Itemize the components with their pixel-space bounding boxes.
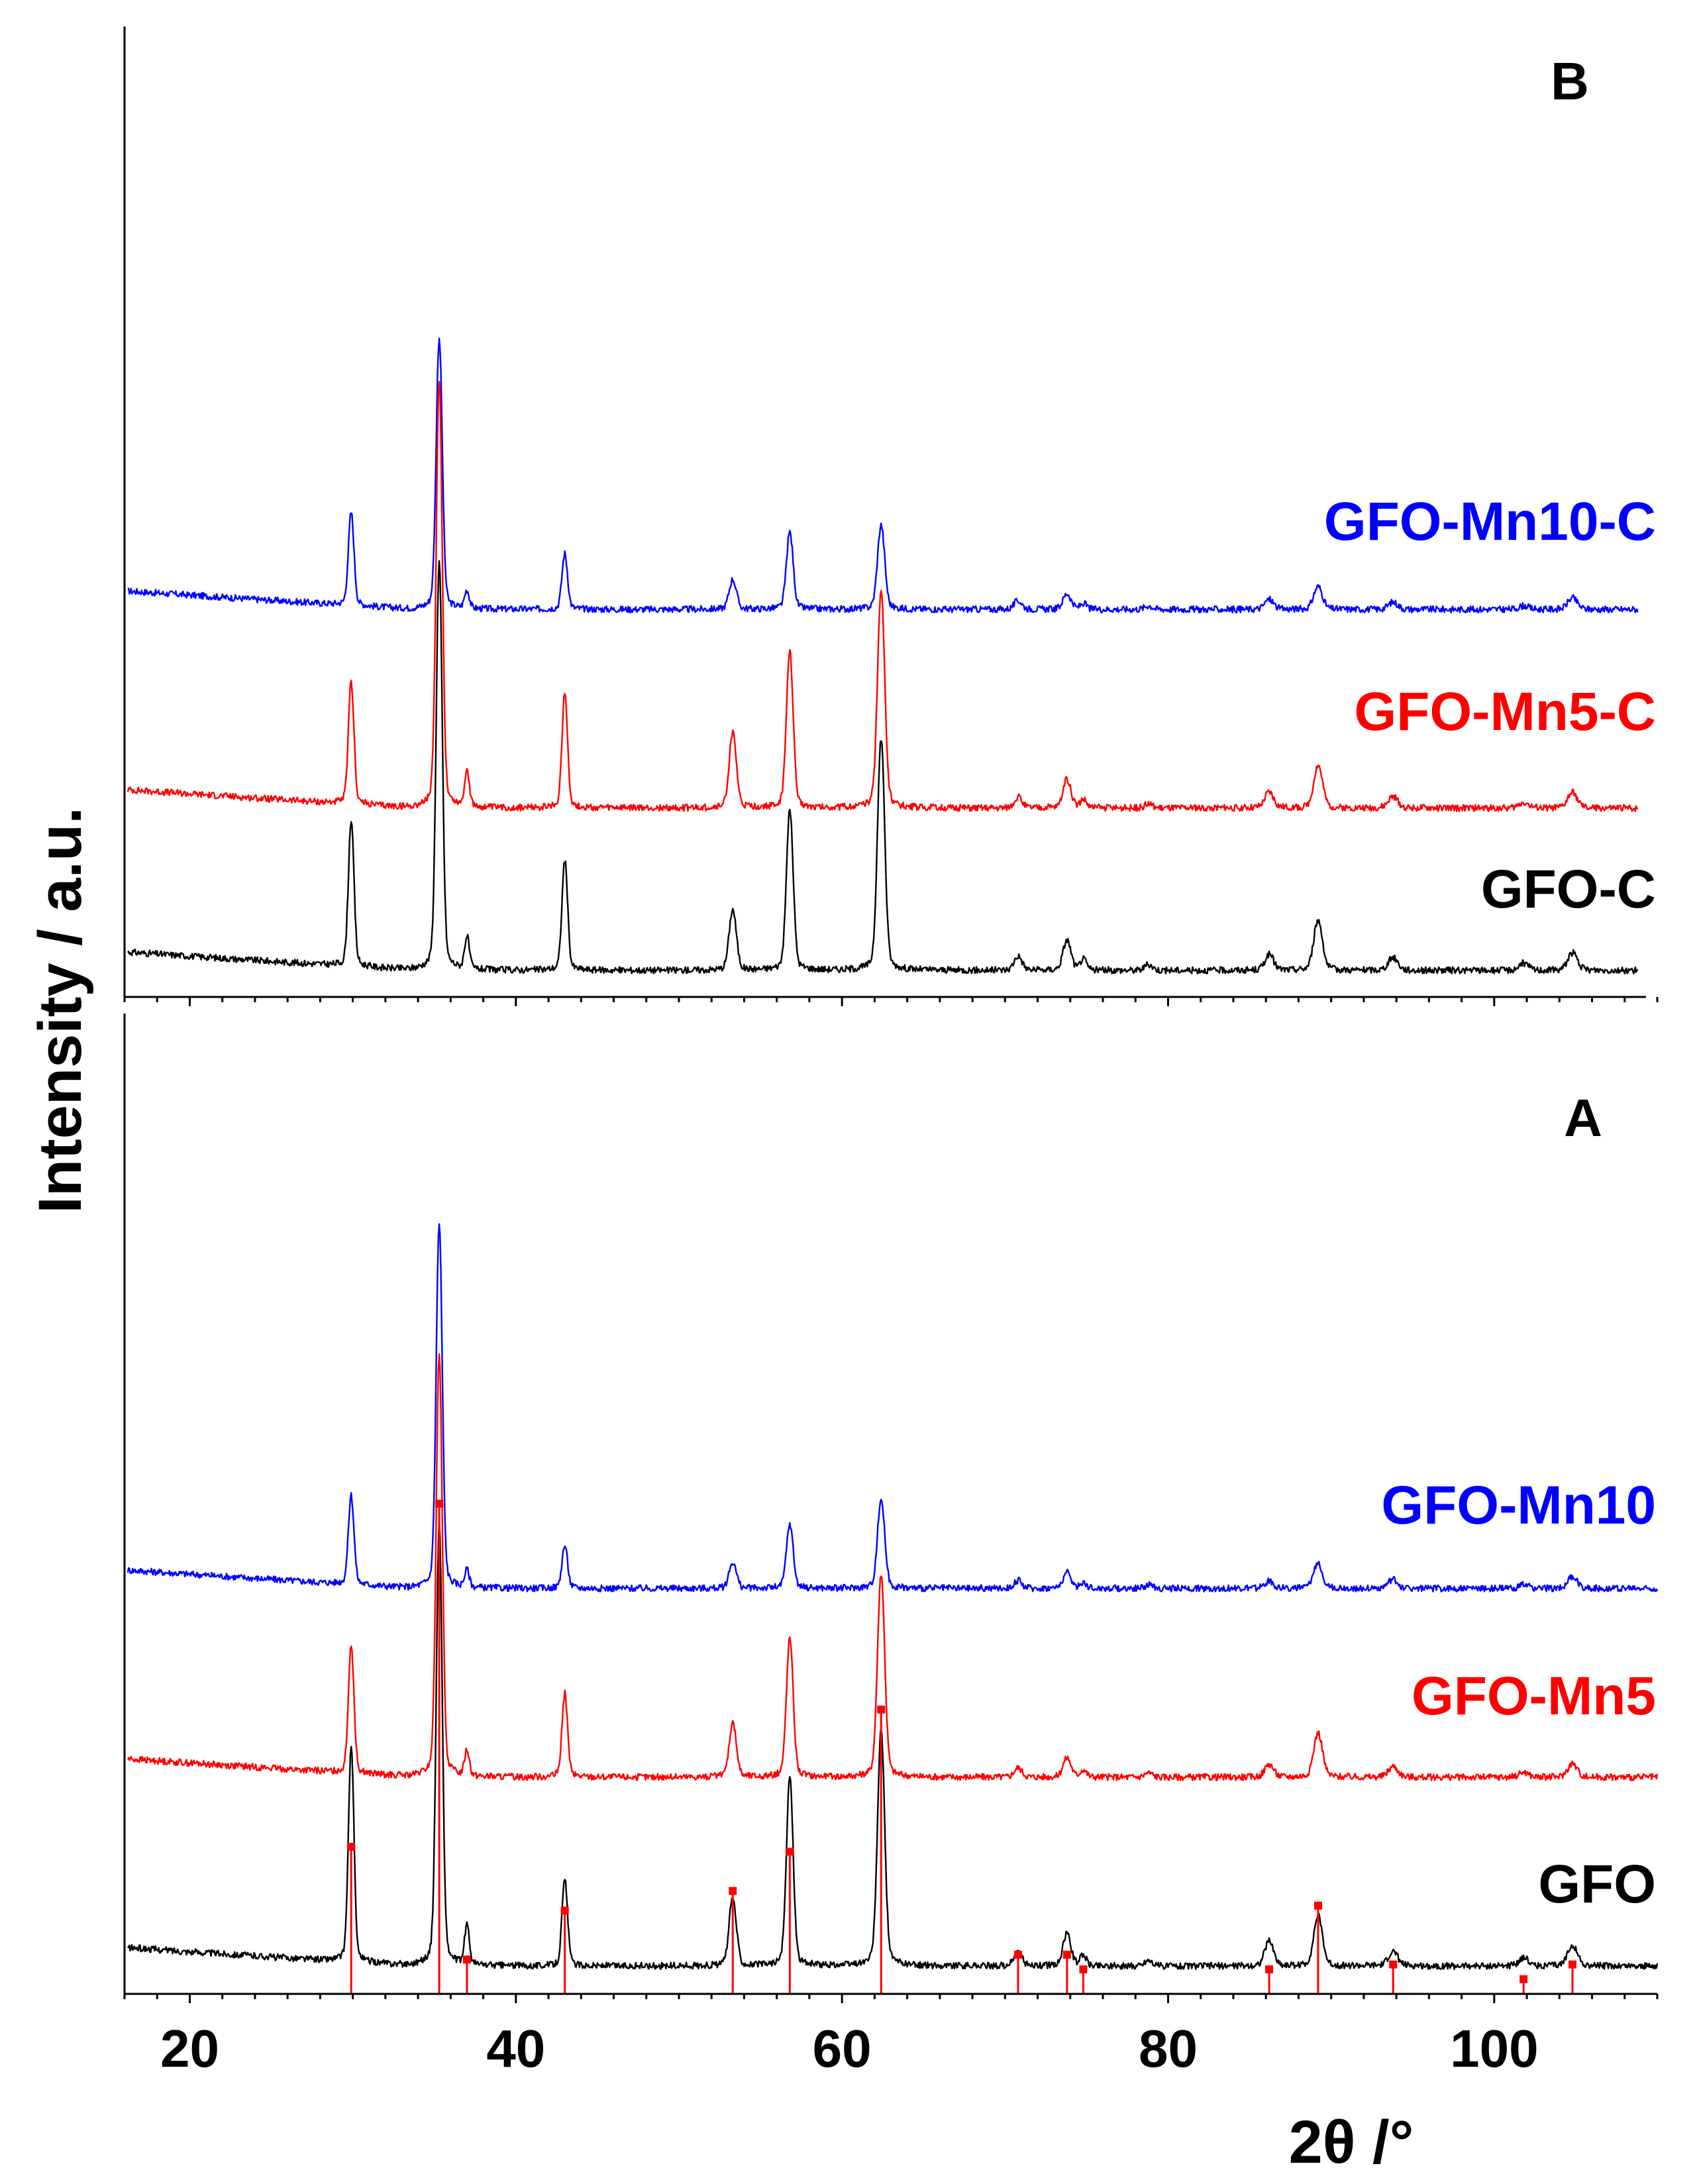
x-axis-title: 2θ /° — [1289, 2108, 1414, 2176]
trace-gfo-mn10 — [127, 1223, 1659, 1592]
x-tick-label: 60 — [813, 2019, 872, 2078]
y-axis-title: Intensity / a.u. — [26, 807, 94, 1213]
reference-marker — [435, 1500, 444, 1508]
series-label-gfo-mn10: GFO-Mn10 — [1381, 1475, 1656, 1535]
trace-gfo — [127, 1519, 1659, 1970]
trace-gfo-c — [127, 560, 1639, 974]
x-tick-label: 40 — [486, 2019, 545, 2078]
reference-pattern — [347, 1500, 1576, 1994]
reference-marker — [560, 1906, 569, 1915]
panel-b-label: B — [1551, 52, 1589, 111]
panel-a: A GFO-Mn10 GFO-Mn5 GFO — [127, 1088, 1659, 1994]
series-label-gfo-c: GFO-C — [1481, 859, 1656, 919]
reference-marker — [786, 1847, 794, 1856]
trace-gfo-mn10-c — [127, 337, 1639, 613]
reference-marker — [1519, 1975, 1528, 1983]
reference-marker — [1265, 1965, 1274, 1973]
panel-a-traces — [127, 1223, 1659, 1970]
series-label-gfo-mn10-c: GFO-Mn10-C — [1324, 492, 1656, 552]
reference-marker — [1389, 1960, 1398, 1969]
panel-b: B GFO-Mn10-C GFO-Mn5-C GFO-C — [127, 52, 1656, 974]
panel-a-label: A — [1564, 1088, 1602, 1147]
reference-marker — [729, 1887, 737, 1895]
axes: 20 40 60 80 100 — [123, 26, 1659, 2078]
reference-marker — [347, 1843, 356, 1851]
reference-marker — [462, 1955, 471, 1964]
series-label-gfo: GFO — [1538, 1854, 1656, 1914]
reference-marker — [1568, 1960, 1576, 1969]
series-label-gfo-mn5-c: GFO-Mn5-C — [1355, 682, 1656, 742]
trace-gfo-mn5 — [127, 1353, 1659, 1781]
trace-gfo-mn5-c — [127, 381, 1639, 812]
reference-marker — [1313, 1901, 1322, 1910]
reference-marker — [1079, 1965, 1088, 1973]
reference-marker — [877, 1705, 886, 1714]
series-label-gfo-mn5: GFO-Mn5 — [1412, 1666, 1656, 1726]
panel-b-traces — [127, 337, 1639, 974]
x-ticks: 20 40 60 80 100 — [123, 997, 1659, 2078]
reference-marker — [1062, 1950, 1071, 1959]
x-tick-label: 80 — [1139, 2019, 1198, 2078]
x-tick-label: 20 — [160, 2019, 219, 2078]
reference-marker — [1014, 1950, 1023, 1959]
x-tick-label: 100 — [1450, 2019, 1538, 2078]
